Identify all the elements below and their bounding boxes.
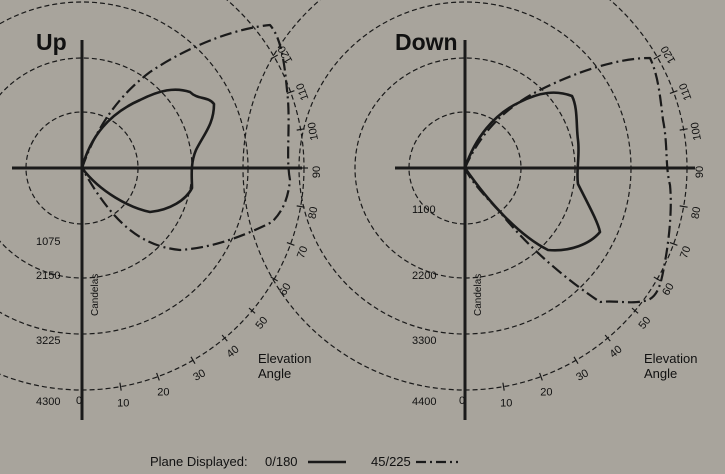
legend-label-0-180: 0/180 xyxy=(265,454,298,469)
angle-tick-mark-120 xyxy=(653,54,662,60)
elevation-title-2: Angle xyxy=(644,366,677,381)
angle-tick-label-30: 30 xyxy=(191,367,208,384)
ring-4 xyxy=(0,0,305,391)
radial-label-1: 1100 xyxy=(412,204,436,216)
angle-tick-label-80: 80 xyxy=(306,206,320,220)
angle-tick-label-0: 0 xyxy=(459,395,465,407)
candelas-label: Candelas xyxy=(90,274,101,316)
angle-tick-label-120: 120 xyxy=(659,44,679,66)
angle-tick-mark-70 xyxy=(286,242,295,246)
angle-tick-mark-10 xyxy=(502,382,505,391)
angle-tick-label-10: 10 xyxy=(500,397,512,409)
angle-tick-label-60: 60 xyxy=(660,281,677,298)
angle-tick-mark-30 xyxy=(573,356,579,365)
elevation-title-1: Elevation xyxy=(258,351,311,366)
angle-tick-label-40: 40 xyxy=(608,343,625,360)
angle-tick-mark-60 xyxy=(653,276,662,282)
angle-tick-label-110: 110 xyxy=(294,81,311,102)
elevation-title-2: Angle xyxy=(258,366,291,381)
candelas-label: Candelas xyxy=(473,274,484,316)
radial-label-3: 3300 xyxy=(412,335,436,347)
angle-tick-label-10: 10 xyxy=(117,397,129,409)
elevation-title-1: Elevation xyxy=(644,351,697,366)
angle-tick-label-70: 70 xyxy=(295,245,310,261)
angle-tick-label-70: 70 xyxy=(678,245,693,261)
angle-tick-mark-70 xyxy=(669,242,678,246)
angle-tick-mark-50 xyxy=(631,307,639,314)
angle-tick-label-110: 110 xyxy=(677,81,694,102)
legend: Plane Displayed: 0/180 45/225 xyxy=(150,454,458,469)
angle-tick-label-90: 90 xyxy=(311,166,323,178)
angle-tick-label-50: 50 xyxy=(253,315,270,332)
radial-label-3: 3225 xyxy=(36,335,60,347)
angle-tick-mark-80 xyxy=(679,205,688,208)
angle-tick-label-30: 30 xyxy=(574,367,591,384)
panel-down: Down 1100 2200 3300 4400 Candelas Elevat… xyxy=(242,0,706,420)
angle-tick-mark-110 xyxy=(669,90,678,94)
angle-tick-mark-40 xyxy=(221,334,228,342)
angle-tick-mark-30 xyxy=(190,356,196,365)
angle-tick-label-100: 100 xyxy=(306,121,321,141)
angle-tick-label-50: 50 xyxy=(636,315,653,332)
angle-tick-mark-20 xyxy=(539,372,543,381)
curve-0-180 xyxy=(80,88,216,214)
angle-ticks-down: 0 10 20 30 40 50 60 70 80 90 100 110 120 xyxy=(459,44,706,410)
legend-prefix: Plane Displayed: xyxy=(150,454,248,469)
radial-label-4: 4400 xyxy=(412,396,436,408)
angle-tick-mark-100 xyxy=(679,128,688,131)
legend-label-45-225: 45/225 xyxy=(371,454,411,469)
angle-tick-label-40: 40 xyxy=(225,343,242,360)
angle-tick-label-80: 80 xyxy=(689,206,703,220)
curve-45-225 xyxy=(80,23,292,252)
panel-up: Up 1075 2150 3225 4300 Candelas Elevatio… xyxy=(0,0,323,420)
curve-45-225 xyxy=(463,56,672,304)
angle-tick-mark-20 xyxy=(156,372,160,381)
panel-title: Up xyxy=(36,29,67,55)
angle-tick-label-0: 0 xyxy=(76,395,82,407)
radial-label-4: 4300 xyxy=(36,396,60,408)
curve-0-180 xyxy=(463,91,602,252)
angle-tick-mark-60 xyxy=(270,276,279,282)
angle-tick-mark-50 xyxy=(248,307,256,314)
angle-tick-label-20: 20 xyxy=(540,387,552,399)
radial-label-1: 1075 xyxy=(36,236,60,248)
angle-tick-label-20: 20 xyxy=(157,387,169,399)
angle-tick-label-100: 100 xyxy=(689,121,704,141)
radial-label-2: 2150 xyxy=(36,270,60,282)
panel-title: Down xyxy=(395,29,458,55)
angle-tick-label-90: 90 xyxy=(694,166,706,178)
radial-label-2: 2200 xyxy=(412,270,436,282)
angle-tick-mark-40 xyxy=(604,334,611,342)
angle-tick-mark-10 xyxy=(119,382,122,391)
angle-tick-mark-110 xyxy=(286,90,295,94)
